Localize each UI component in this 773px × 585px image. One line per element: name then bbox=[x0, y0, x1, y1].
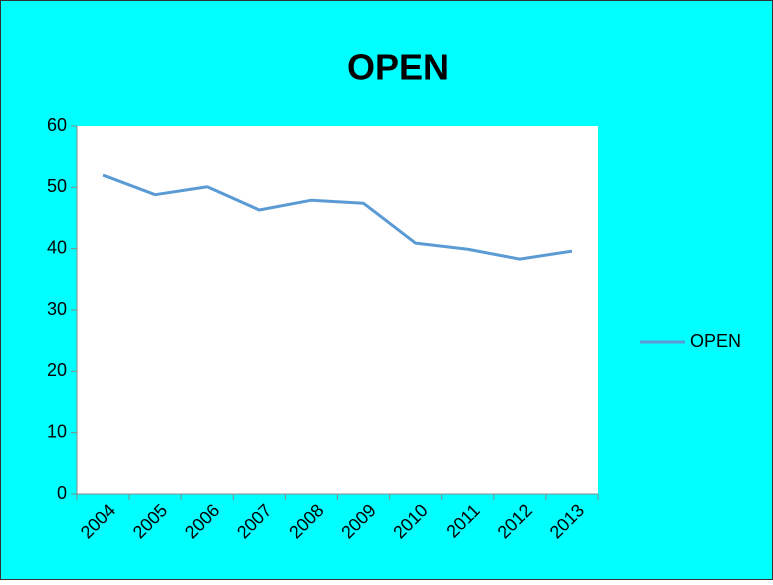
y-tick-label: 20 bbox=[47, 360, 67, 380]
series-line bbox=[102, 173, 573, 261]
y-tick-label: 40 bbox=[47, 237, 67, 257]
plot-area bbox=[77, 126, 598, 494]
y-tick-label: 10 bbox=[47, 421, 67, 441]
y-tick-label: 50 bbox=[47, 176, 67, 196]
y-tick-label: 30 bbox=[47, 299, 67, 319]
y-tick-label: 0 bbox=[57, 483, 67, 503]
legend-label: OPEN bbox=[690, 331, 741, 351]
chart-title: OPEN bbox=[347, 47, 449, 88]
y-tick-label: 60 bbox=[47, 115, 67, 135]
